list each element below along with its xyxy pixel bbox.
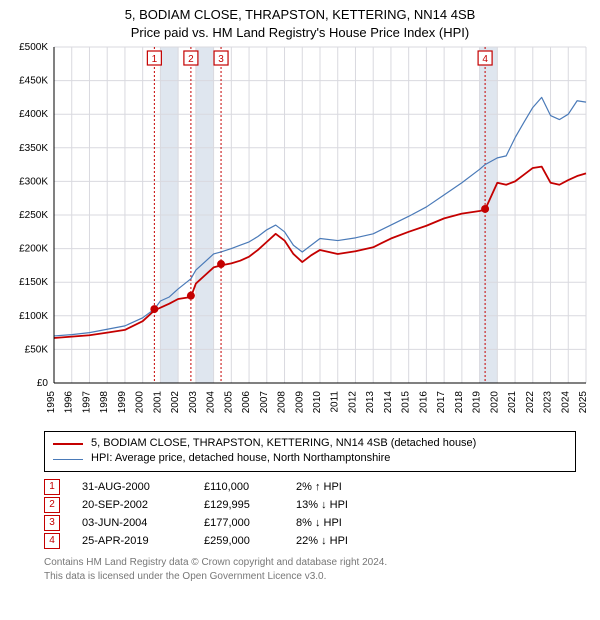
svg-text:2013: 2013	[365, 391, 376, 414]
sale-price: £110,000	[204, 478, 274, 496]
sale-hpi-diff: 22% ↓ HPI	[296, 532, 396, 550]
svg-text:2020: 2020	[489, 391, 500, 414]
sales-table: 1 31-AUG-2000 £110,000 2% ↑ HPI 2 20-SEP-2002…	[44, 478, 576, 551]
legend-row: 5, BODIAM CLOSE, THRAPSTON, KETTERING, N…	[53, 436, 567, 451]
svg-text:2014: 2014	[383, 391, 394, 414]
sale-price: £259,000	[204, 532, 274, 550]
svg-text:2007: 2007	[259, 391, 270, 414]
svg-text:£100K: £100K	[19, 311, 48, 322]
svg-text:£350K: £350K	[19, 143, 48, 154]
svg-text:2023: 2023	[543, 391, 554, 414]
svg-text:1999: 1999	[117, 391, 128, 414]
footer-line-1: Contains HM Land Registry data © Crown c…	[44, 556, 576, 570]
svg-text:2005: 2005	[223, 391, 234, 414]
svg-text:2015: 2015	[401, 391, 412, 414]
footer: Contains HM Land Registry data © Crown c…	[44, 556, 576, 583]
sale-date: 03-JUN-2004	[82, 514, 182, 532]
svg-text:£200K: £200K	[19, 244, 48, 255]
svg-text:1996: 1996	[64, 391, 75, 414]
legend-label: 5, BODIAM CLOSE, THRAPSTON, KETTERING, N…	[91, 436, 476, 451]
svg-text:2006: 2006	[241, 391, 252, 414]
svg-text:2000: 2000	[135, 391, 146, 414]
table-row: 2 20-SEP-2002 £129,995 13% ↓ HPI	[44, 496, 576, 514]
legend-label: HPI: Average price, detached house, Nort…	[91, 451, 390, 466]
sale-date: 25-APR-2019	[82, 532, 182, 550]
svg-text:2011: 2011	[330, 391, 341, 413]
svg-text:1998: 1998	[99, 391, 110, 414]
sale-marker-box: 3	[44, 515, 60, 531]
sale-marker-box: 2	[44, 497, 60, 513]
svg-text:£300K: £300K	[19, 176, 48, 187]
svg-text:£400K: £400K	[19, 109, 48, 120]
svg-text:1995: 1995	[46, 391, 57, 414]
svg-text:2022: 2022	[525, 391, 536, 414]
table-row: 3 03-JUN-2004 £177,000 8% ↓ HPI	[44, 514, 576, 532]
sale-marker-box: 4	[44, 533, 60, 549]
title-line-2: Price paid vs. HM Land Registry's House …	[10, 24, 590, 42]
title-line-1: 5, BODIAM CLOSE, THRAPSTON, KETTERING, N…	[10, 6, 590, 24]
svg-text:2002: 2002	[170, 391, 181, 414]
svg-text:£50K: £50K	[25, 344, 49, 355]
svg-text:2016: 2016	[418, 391, 429, 414]
price-chart: £0 £50K £100K £150K £200K £250K £300K £350K £400…	[10, 43, 590, 421]
svg-text:1: 1	[152, 54, 158, 65]
sale-hpi-diff: 8% ↓ HPI	[296, 514, 396, 532]
sale-date: 31-AUG-2000	[82, 478, 182, 496]
sale-hpi-diff: 2% ↑ HPI	[296, 478, 396, 496]
svg-text:2: 2	[188, 54, 194, 65]
svg-text:2003: 2003	[188, 391, 199, 414]
svg-text:2001: 2001	[152, 391, 163, 414]
sale-hpi-diff: 13% ↓ HPI	[296, 496, 396, 514]
svg-text:2018: 2018	[454, 391, 465, 414]
table-row: 1 31-AUG-2000 £110,000 2% ↑ HPI	[44, 478, 576, 496]
svg-text:2021: 2021	[507, 391, 518, 414]
sale-price: £129,995	[204, 496, 274, 514]
svg-text:£450K: £450K	[19, 76, 48, 87]
svg-text:2004: 2004	[206, 391, 217, 414]
table-row: 4 25-APR-2019 £259,000 22% ↓ HPI	[44, 532, 576, 550]
sale-marker-box: 1	[44, 479, 60, 495]
svg-text:2010: 2010	[312, 391, 323, 414]
svg-text:£150K: £150K	[19, 277, 48, 288]
svg-text:2025: 2025	[578, 391, 589, 414]
legend-swatch	[53, 459, 83, 460]
footer-line-2: This data is licensed under the Open Gov…	[44, 570, 576, 584]
svg-text:£500K: £500K	[19, 43, 48, 53]
svg-text:4: 4	[482, 54, 488, 65]
svg-text:£250K: £250K	[19, 210, 48, 221]
svg-text:2008: 2008	[277, 391, 288, 414]
svg-text:2012: 2012	[347, 391, 358, 414]
legend-swatch	[53, 443, 83, 445]
sale-date: 20-SEP-2002	[82, 496, 182, 514]
svg-text:2024: 2024	[560, 391, 571, 414]
svg-text:3: 3	[218, 54, 224, 65]
svg-text:2017: 2017	[436, 391, 447, 414]
svg-text:2019: 2019	[472, 391, 483, 414]
svg-text:£0: £0	[37, 378, 49, 389]
svg-text:2009: 2009	[294, 391, 305, 414]
sale-price: £177,000	[204, 514, 274, 532]
legend: 5, BODIAM CLOSE, THRAPSTON, KETTERING, N…	[44, 431, 576, 472]
svg-text:1997: 1997	[81, 391, 92, 414]
legend-row: HPI: Average price, detached house, Nort…	[53, 451, 567, 466]
